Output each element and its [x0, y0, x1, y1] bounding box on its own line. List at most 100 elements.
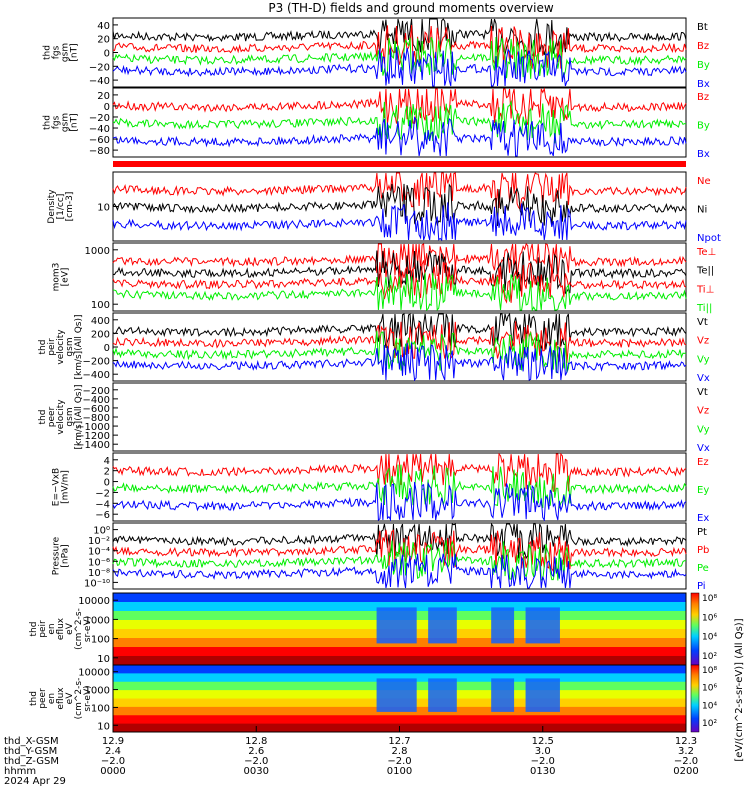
ylabel-line: [km/s](All Qs)] [74, 314, 84, 379]
ylabel: thd peer velocity gsm [km/s](All Qs)] [38, 384, 84, 449]
legend-vx: Vx [697, 443, 710, 454]
spectrogram-band [113, 656, 686, 666]
legend-ni: Ni [697, 205, 707, 216]
legend-vy: Vy [697, 354, 710, 365]
ytick-label: −6 [95, 510, 110, 521]
ylabel-line: gsm [65, 337, 75, 356]
ytick-label: 1000 [85, 686, 110, 697]
ylabel-line: velocity [56, 399, 66, 435]
series-bx-line [112, 47, 687, 87]
colorbar-label: [eV/(cm^2-s-sr-eV)] (All Qs)] [734, 618, 745, 761]
ytick-label: −1000 [76, 422, 110, 433]
spectrogram-feature [376, 607, 417, 644]
ytick-label: 10 [97, 203, 110, 214]
ytick-label: −2 [95, 488, 110, 499]
xaxis-row-label: 2024 Apr 29 [4, 776, 66, 787]
series-bt-line [112, 18, 687, 57]
series-vx-line [112, 342, 687, 382]
ytick-label: 10⁻¹⁰ [84, 578, 110, 589]
legend-ez: Ez [697, 457, 709, 468]
ytick-label: 100 [91, 635, 110, 646]
series-pb-line [112, 529, 687, 574]
ytick-label: −200 [83, 386, 110, 397]
ytick-label: 10000 [78, 596, 110, 607]
series-vt-line [112, 312, 687, 350]
legend-te: Te⊥ [696, 247, 716, 258]
xtick-y: 3.0 [535, 746, 551, 757]
xtick-x: 12.8 [245, 736, 267, 747]
spectrogram-feature [491, 678, 515, 712]
xtick-y: 3.2 [678, 746, 694, 757]
series-ne-line [112, 172, 687, 211]
ytick-label: 10000 [78, 668, 110, 679]
figure-title: P3 (TH-D) fields and ground moments over… [268, 1, 553, 15]
ytick-label: 4 [104, 456, 110, 467]
ytick-label: 100 [91, 703, 110, 714]
ytick-label: −80 [89, 146, 110, 157]
series-pe-line [112, 540, 687, 581]
colorbar-tick: 10² [702, 719, 717, 729]
xtick-x: 12.7 [388, 736, 410, 747]
ylabel: Density [1/cc] [cm-3] [47, 189, 75, 224]
spectrogram-band [113, 602, 686, 612]
ytick-label: −40 [89, 124, 110, 135]
ylabel-line: fgs [52, 45, 62, 59]
ytick-label: −400 [83, 395, 110, 406]
ytick-label: −1200 [76, 431, 110, 442]
ylabel-line: (cm^2-s- [74, 608, 84, 650]
colorbar [690, 664, 700, 733]
ylabel-line: peir [38, 620, 48, 638]
legend-vt: Vt [697, 317, 708, 328]
spectrogram-feature [428, 607, 457, 644]
legend-vx: Vx [697, 373, 710, 384]
xtick-y: 2.4 [105, 746, 121, 757]
ylabel-line: (cm^2-s- [74, 678, 84, 720]
legend-bz: Bz [697, 41, 709, 52]
ylabel-line: sr-eV) [83, 685, 93, 711]
ytick-label: 40 [97, 21, 110, 32]
xtick-hhmm: 0030 [244, 766, 269, 777]
panel-4: 1000 100 mom3 [eV] Te⊥ Te|| Ti⊥ Ti|| [52, 242, 716, 314]
spectrogram-feature [525, 678, 560, 712]
ylabel: thd peer en eflux eV (cm^2-s-sr-eV) [29, 678, 93, 720]
legend-vz: Vz [697, 406, 709, 417]
spectrogram-band [113, 593, 686, 603]
xtick-hhmm: 0100 [387, 766, 412, 777]
xtick-x: 12.5 [532, 736, 554, 747]
xaxis-row-label: thd_Y-GSM [4, 746, 57, 757]
ytick-label: 0 [104, 49, 110, 60]
xaxis-row-label: thd_Z-GSM [4, 756, 59, 767]
ytick-label: 100 [91, 300, 110, 311]
legend-pe: Pe [697, 563, 709, 574]
ylabel-line: Density [47, 189, 57, 224]
ytick-label: −40 [89, 76, 110, 87]
ytick-label: −200 [83, 357, 110, 368]
ylabel-line: [1/cc] [56, 194, 66, 220]
xtick-z: −2.0 [674, 756, 698, 767]
legend-vt: Vt [697, 387, 708, 398]
ylabel: E=−VxB [mV/m] [52, 468, 71, 506]
spectrogram-feature [525, 607, 560, 644]
xaxis-row-label: hhmm [4, 766, 36, 777]
ylabel-line: eV [65, 692, 75, 705]
legend-by: By [697, 121, 710, 132]
ytick-label: −4 [95, 499, 110, 510]
xtick-hhmm: 0200 [673, 766, 698, 777]
legend-ey: Ey [697, 485, 709, 496]
ylabel-line: en [47, 693, 57, 704]
ylabel: Pressure [nPa] [52, 536, 71, 575]
legend-pi: Pi [697, 581, 706, 592]
panel-frame [112, 171, 687, 242]
ylabel-line: gsm [61, 43, 71, 62]
ylabel-line: [cm-3] [65, 192, 75, 222]
series-ex-line [112, 481, 687, 522]
ytick-label: −400 [83, 370, 110, 381]
spectrogram-feature [428, 678, 457, 712]
xtick-x: 12.9 [102, 736, 124, 747]
ylabel-line: thd [43, 45, 53, 60]
ytick-label: 1000 [85, 615, 110, 626]
panel-frame [112, 382, 687, 452]
ytick-label: −1400 [76, 440, 110, 451]
